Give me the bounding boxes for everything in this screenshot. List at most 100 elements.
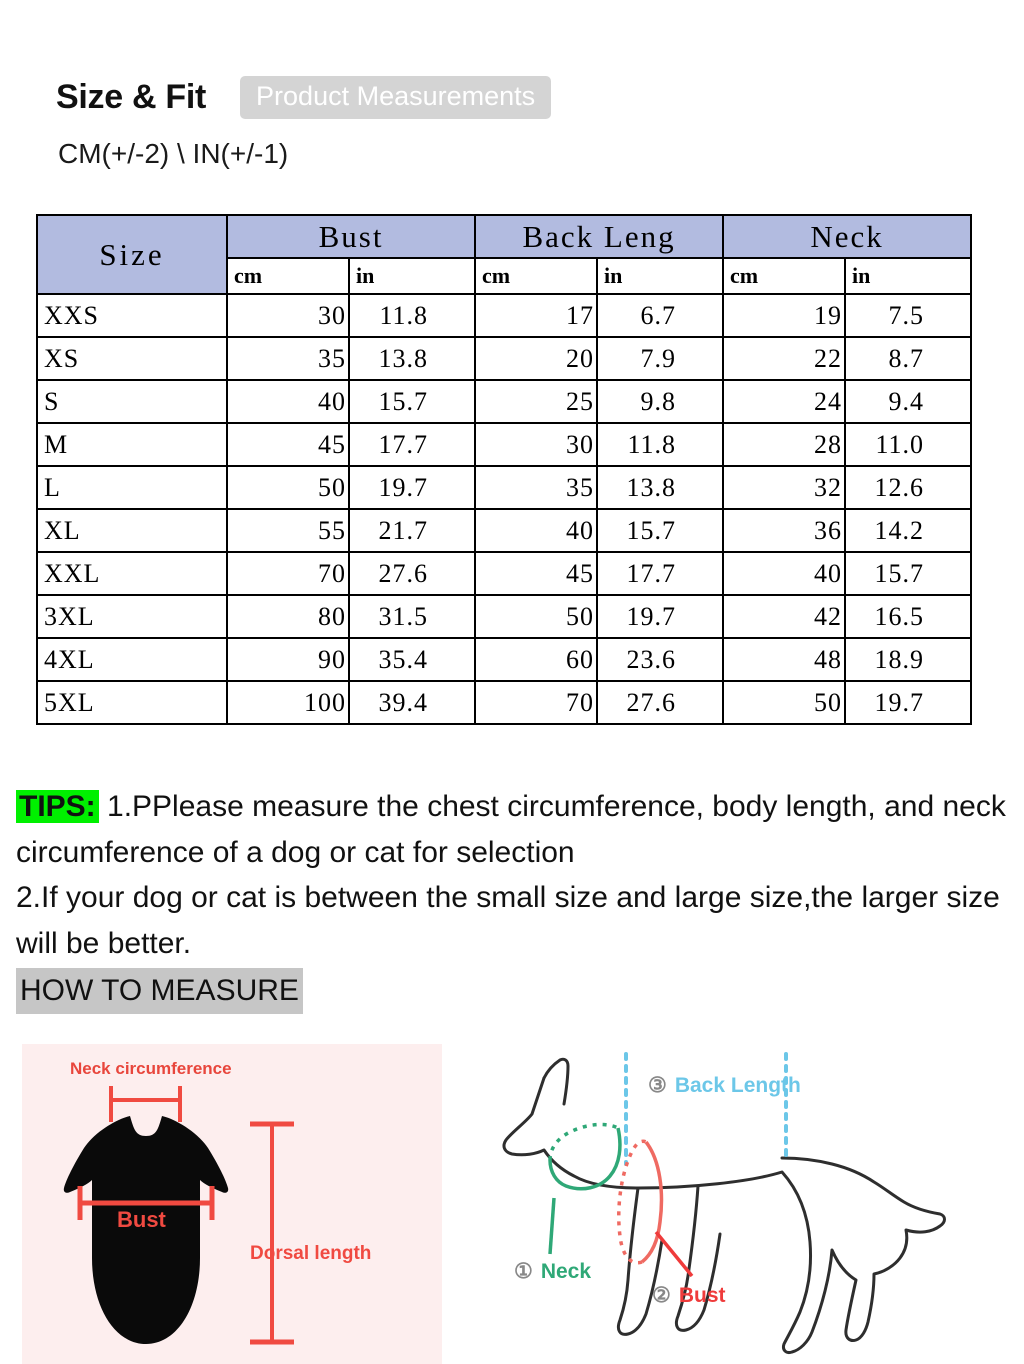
cell-neck-cm: 28 xyxy=(722,422,847,467)
cell-neck-in: 16.5 xyxy=(844,594,973,639)
cell-bust-cm: 30 xyxy=(226,293,350,338)
cell-bust-in: 39.4 xyxy=(347,680,477,725)
cell-back-cm: 17 xyxy=(474,293,599,338)
cell-neck-in: 11.0 xyxy=(844,422,973,467)
cell-back-cm: 35 xyxy=(474,465,599,510)
cell-bust-in: 35.4 xyxy=(347,637,477,682)
cell-bust-cm: 45 xyxy=(226,422,350,467)
table-header-unit-row: cm in cm in cm in xyxy=(37,257,973,295)
cell-neck-in: 12.6 xyxy=(844,465,973,510)
table-row: 4XL 90 35.4 60 23.6 48 18.9 xyxy=(36,637,973,682)
cell-bust-in: 13.8 xyxy=(347,336,477,381)
cell-neck-in: 9.4 xyxy=(844,379,973,424)
cell-back-cm: 60 xyxy=(474,637,599,682)
cell-back-cm: 50 xyxy=(474,594,599,639)
header-back-in: in xyxy=(596,257,725,295)
cell-size: L xyxy=(36,465,228,510)
cell-neck-cm: 24 xyxy=(722,379,847,424)
header-back-length: Back Leng xyxy=(474,214,725,259)
header-size: Size xyxy=(36,214,228,295)
garment-silhouette xyxy=(63,1116,229,1344)
cell-size: 3XL xyxy=(36,594,228,639)
bust-marker: ② xyxy=(652,1284,671,1307)
table-row: S 40 15.7 25 9.8 24 9.4 xyxy=(36,379,973,424)
bust-label: Bust xyxy=(117,1207,167,1232)
bust-loop xyxy=(617,1139,664,1265)
cell-size: XS xyxy=(36,336,228,381)
cell-bust-cm: 80 xyxy=(226,594,350,639)
back-length-label: ③ Back Length xyxy=(648,1074,801,1097)
cell-back-cm: 30 xyxy=(474,422,599,467)
cell-back-in: 9.8 xyxy=(596,379,725,424)
table-row: L 50 19.7 35 13.8 32 12.6 xyxy=(36,465,973,510)
size-chart-table: Size Bust Back Leng Neck cm in cm in cm … xyxy=(36,214,973,725)
cell-size: 5XL xyxy=(36,680,228,725)
cell-neck-in: 14.2 xyxy=(844,508,973,553)
cell-back-in: 11.8 xyxy=(596,422,725,467)
cell-bust-cm: 35 xyxy=(226,336,350,381)
cell-back-in: 19.7 xyxy=(596,594,725,639)
cell-size: XL xyxy=(36,508,228,553)
neck-label: ① Neck xyxy=(514,1260,591,1283)
how-to-measure-heading: HOW TO MEASURE xyxy=(16,968,303,1014)
cell-neck-in: 18.9 xyxy=(844,637,973,682)
cell-back-cm: 40 xyxy=(474,508,599,553)
cell-neck-cm: 40 xyxy=(722,551,847,596)
cell-bust-cm: 100 xyxy=(226,680,350,725)
cell-neck-cm: 19 xyxy=(722,293,847,338)
dog-measurement-diagram: ③ Back Length ① Neck ② Bust xyxy=(470,1036,1024,1364)
cell-neck-cm: 32 xyxy=(722,465,847,510)
cell-bust-cm: 90 xyxy=(226,637,350,682)
cell-neck-cm: 42 xyxy=(722,594,847,639)
table-row: XXL 70 27.6 45 17.7 40 15.7 xyxy=(36,551,973,596)
header-back-cm: cm xyxy=(474,257,599,295)
cell-size: S xyxy=(36,379,228,424)
cell-size: XXL xyxy=(36,551,228,596)
tips-line-1: 1.PPlease measure the chest circumferenc… xyxy=(16,790,1006,869)
header-neck-cm: cm xyxy=(722,257,847,295)
page-header: Size & Fit Product Measurements xyxy=(56,76,552,119)
cell-back-cm: 25 xyxy=(474,379,599,424)
cell-neck-in: 15.7 xyxy=(844,551,973,596)
cell-neck-in: 19.7 xyxy=(844,680,973,725)
back-length-guides xyxy=(624,1052,788,1166)
cell-back-cm: 20 xyxy=(474,336,599,381)
table-row: M 45 17.7 30 11.8 28 11.0 xyxy=(36,422,973,467)
cell-bust-in: 15.7 xyxy=(347,379,477,424)
neck-loop xyxy=(548,1122,622,1191)
header-bust-cm: cm xyxy=(226,257,350,295)
table-header-group-row: Size Bust Back Leng Neck xyxy=(36,214,973,295)
table-row: XL 55 21.7 40 15.7 36 14.2 xyxy=(36,508,973,553)
cell-size: XXS xyxy=(36,293,228,338)
dog-outline xyxy=(502,1057,946,1354)
cell-neck-cm: 22 xyxy=(722,336,847,381)
cell-back-cm: 70 xyxy=(474,680,599,725)
cell-bust-cm: 55 xyxy=(226,508,350,553)
cell-back-in: 6.7 xyxy=(596,293,725,338)
cell-back-cm: 45 xyxy=(474,551,599,596)
cell-back-in: 7.9 xyxy=(596,336,725,381)
cell-neck-in: 7.5 xyxy=(844,293,973,338)
bust-label-dog: ② Bust xyxy=(652,1284,726,1307)
header-bust-in: in xyxy=(347,257,477,295)
header-neck: Neck xyxy=(722,214,973,259)
cell-bust-cm: 50 xyxy=(226,465,350,510)
cell-bust-in: 21.7 xyxy=(347,508,477,553)
back-length-marker: ③ xyxy=(648,1074,667,1097)
table-row: XXS 30 11.8 17 6.7 19 7.5 xyxy=(36,293,973,338)
table-row: 5XL 100 39.4 70 27.6 50 19.7 xyxy=(36,680,973,725)
cell-back-in: 27.6 xyxy=(596,680,725,725)
cell-bust-in: 31.5 xyxy=(347,594,477,639)
garment-measurement-diagram: Neck circumference Bust Dorsal length xyxy=(22,1044,442,1364)
header-neck-in: in xyxy=(844,257,973,295)
cell-size: 4XL xyxy=(36,637,228,682)
cell-bust-in: 17.7 xyxy=(347,422,477,467)
tips-line-2: 2.If your dog or cat is between the smal… xyxy=(16,881,1000,960)
cell-back-in: 17.7 xyxy=(596,551,725,596)
tolerance-note: CM(+/-2) \ IN(+/-1) xyxy=(58,138,289,169)
cell-back-in: 23.6 xyxy=(596,637,725,682)
cell-bust-in: 11.8 xyxy=(347,293,477,338)
cell-neck-in: 8.7 xyxy=(844,336,973,381)
cell-bust-cm: 40 xyxy=(226,379,350,424)
tips-label: TIPS: xyxy=(16,790,99,823)
